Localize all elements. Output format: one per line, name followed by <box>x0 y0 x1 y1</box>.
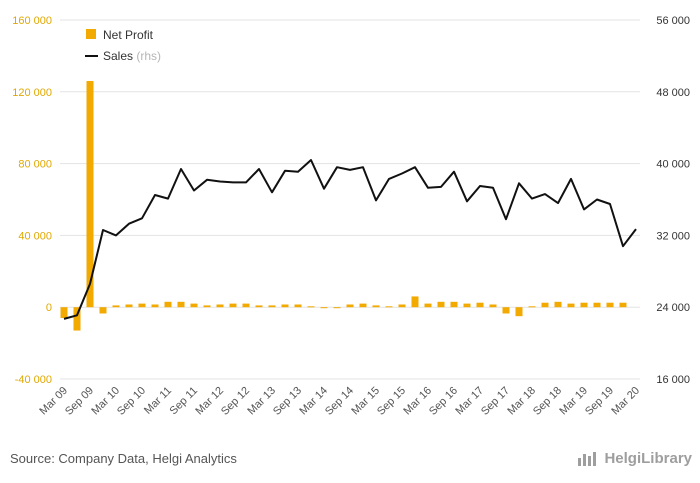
brand-name: HelgiLibrary <box>604 450 692 467</box>
net-profit-bar <box>320 307 328 309</box>
net-profit-bar <box>502 307 510 314</box>
net-profit-bar <box>151 304 159 308</box>
net-profit-bar <box>190 303 198 308</box>
right-tick-label: 40 000 <box>656 159 690 171</box>
net-profit-bar <box>281 304 289 308</box>
x-tick-label: Sep 16 <box>427 385 460 418</box>
x-tick-label: Sep 09 <box>63 385 96 418</box>
net-profit-bar <box>216 304 224 308</box>
x-tick-label: Sep 18 <box>531 385 564 418</box>
net-profit-bar <box>125 304 133 308</box>
x-tick-label: Mar 11 <box>142 385 174 417</box>
net-profit-bar <box>476 302 484 308</box>
net-profit-bar <box>242 303 250 308</box>
net-profit-bar <box>255 305 263 308</box>
net-profit-bar <box>580 302 588 308</box>
x-tick-label: Sep 19 <box>583 385 616 418</box>
x-tick-label: Sep 15 <box>375 385 408 418</box>
net-profit-bar <box>73 307 81 331</box>
net-profit-bar <box>268 305 276 308</box>
net-profit-bar <box>333 307 341 309</box>
right-tick-label: 16 000 <box>656 374 690 386</box>
source-note: Source: Company Data, Helgi Analytics <box>10 451 237 466</box>
left-tick-label: 80 000 <box>18 159 52 171</box>
x-tick-label: Sep 11 <box>168 385 201 418</box>
net-profit-bar <box>619 302 627 308</box>
net-profit-bar <box>307 306 315 308</box>
net-profit-bar <box>294 304 302 308</box>
net-profit-bar <box>606 302 614 308</box>
combo-chart: -40 000 0 40 000 80 000 120 000 160 000 16 00… <box>12 15 690 418</box>
net-profit-bar <box>411 296 419 308</box>
net-profit-bar <box>450 301 458 308</box>
x-tick-label: Sep 10 <box>115 385 148 418</box>
right-tick-label: 24 000 <box>656 302 690 314</box>
right-tick-label: 32 000 <box>656 230 690 242</box>
library-icon <box>578 451 600 466</box>
net-profit-bar <box>528 306 536 308</box>
right-axis-ticks: 16 000 24 000 32 000 40 000 48 000 56 000 <box>656 15 690 386</box>
brand-logo: HelgiLibrary <box>578 450 692 467</box>
x-tick-label: Sep 17 <box>479 385 512 418</box>
legend-swatch-net-profit <box>86 29 96 39</box>
x-tick-label: Sep 12 <box>219 385 252 418</box>
net-profit-bar <box>86 81 94 308</box>
sales-line <box>63 159 637 320</box>
net-profit-bar <box>437 301 445 308</box>
net-profit-bar <box>398 304 406 308</box>
net-profit-bar <box>541 302 549 308</box>
net-profit-bar <box>229 303 237 308</box>
net-profit-bar <box>112 305 120 308</box>
net-profit-bar <box>567 303 575 308</box>
net-profit-bar <box>203 305 211 308</box>
net-profit-bar <box>164 301 172 308</box>
x-tick-label: Sep 14 <box>323 385 356 418</box>
net-profit-bar <box>489 304 497 308</box>
right-tick-label: 56 000 <box>656 15 690 27</box>
net-profit-bar <box>554 301 562 308</box>
net-profit-bar <box>515 307 523 317</box>
left-axis-ticks: -40 000 0 40 000 80 000 120 000 160 000 <box>12 15 52 386</box>
net-profit-bar <box>177 301 185 308</box>
net-profit-bars <box>60 81 627 331</box>
net-profit-bar <box>463 303 471 308</box>
legend-label-net-profit: Net Profit <box>103 28 154 42</box>
left-tick-label: 120 000 <box>12 87 52 99</box>
x-tick-label: Sep 13 <box>271 385 304 418</box>
net-profit-bar <box>60 307 68 318</box>
x-tick-label: Mar 20 <box>609 385 642 418</box>
net-profit-bar <box>385 306 393 308</box>
left-tick-label: 160 000 <box>12 15 52 27</box>
net-profit-bar <box>424 303 432 308</box>
left-tick-label: -40 000 <box>15 374 52 386</box>
net-profit-bar <box>346 304 354 308</box>
net-profit-bar <box>359 303 367 308</box>
net-profit-bar <box>138 303 146 308</box>
legend-label-sales: Sales (rhs) <box>103 49 161 63</box>
right-tick-label: 48 000 <box>656 87 690 99</box>
left-tick-label: 40 000 <box>18 230 52 242</box>
net-profit-bar <box>372 305 380 308</box>
left-tick-label: 0 <box>46 302 52 314</box>
net-profit-bar <box>99 307 107 314</box>
net-profit-bar <box>593 302 601 308</box>
legend: Net Profit Sales (rhs) <box>85 28 161 63</box>
